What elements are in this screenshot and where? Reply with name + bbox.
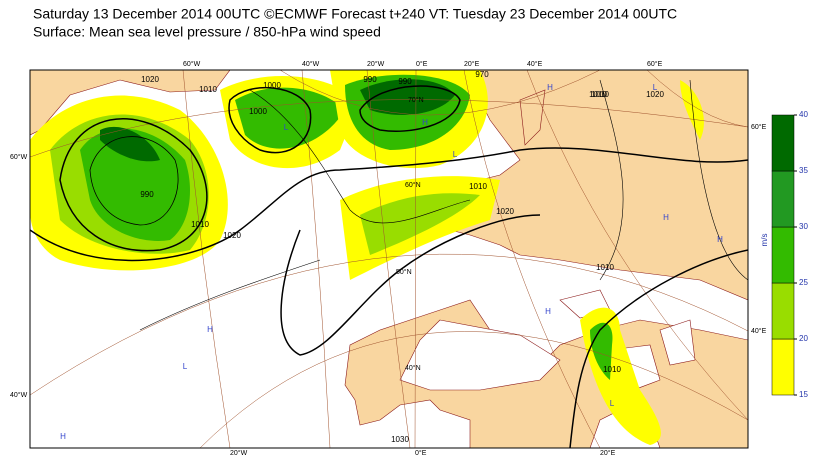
- isobar-label: 1010: [596, 263, 614, 272]
- isobar-label: 1010: [199, 85, 217, 94]
- pressure-center: H: [663, 213, 669, 222]
- isobar-label: 1020: [223, 231, 241, 240]
- isobar-label: 1010: [469, 182, 487, 191]
- pressure-center: H: [545, 307, 551, 316]
- colorbar-band: [771, 114, 795, 172]
- colorbar-band: [771, 226, 795, 284]
- colorbar-label: 35: [799, 166, 808, 175]
- pressure-center: L: [453, 150, 458, 159]
- grid-label: 40°W: [10, 391, 28, 399]
- isobar-label: 1020: [141, 75, 159, 84]
- colorbar-label: 25: [799, 278, 808, 287]
- isobar-label: 990: [363, 75, 377, 84]
- pressure-center: H: [60, 432, 66, 441]
- grid-label: 20°W: [230, 449, 248, 457]
- pressure-center: L: [284, 123, 289, 132]
- title: Saturday 13 December 2014 00UTC ©ECMWF F…: [33, 6, 677, 22]
- grid-label: 20°W: [367, 60, 385, 68]
- colorbar-label: 20: [799, 334, 808, 343]
- colorbar-band: [771, 170, 795, 228]
- pressure-center: H: [422, 118, 428, 127]
- pressure-center: L: [183, 362, 188, 371]
- subtitle: Surface: Mean sea level pressure / 850-h…: [33, 24, 381, 40]
- grid-label: 0°E: [416, 60, 428, 68]
- grid-label: 60°E: [751, 123, 767, 131]
- isobar-label: 1010: [589, 90, 607, 99]
- isobar-label: 1010: [603, 365, 621, 374]
- map-frame: [29, 69, 749, 449]
- graticule: [30, 70, 748, 448]
- pressure-center: H: [717, 235, 723, 244]
- isobars: [30, 79, 748, 448]
- isobar-label: 1010: [191, 220, 209, 229]
- grid-label: 60°W: [183, 60, 201, 68]
- colorbar-band: [771, 338, 795, 396]
- pressure-center: L: [610, 399, 615, 408]
- grid-label: 60°N: [405, 181, 421, 189]
- map-area: [30, 70, 748, 448]
- isobar-label: 990: [140, 190, 154, 199]
- grid-label: 20°E: [464, 60, 480, 68]
- grid-label: 60°W: [10, 153, 28, 161]
- colorbar-band: [771, 282, 795, 340]
- pressure-center: H: [207, 325, 213, 334]
- isobar-label: 990: [398, 77, 412, 86]
- grid-label: 40°N: [405, 364, 421, 372]
- isobar-label: 1000: [249, 107, 267, 116]
- isobar-label: 1010: [591, 90, 609, 99]
- grid-label: 50°N: [396, 268, 412, 276]
- pressure-center: L: [653, 83, 658, 92]
- grid-label: 60°E: [647, 60, 663, 68]
- isobar-label: 970: [475, 70, 489, 79]
- colorbar-label: 40: [799, 110, 808, 119]
- grid-label: 40°E: [751, 327, 767, 335]
- colorbar-label: 15: [799, 390, 808, 399]
- grid-label: 40°E: [527, 60, 543, 68]
- isobar-label: 1030: [391, 435, 409, 444]
- grid-label: 70°N: [408, 96, 424, 104]
- colorbar-label: 30: [799, 222, 808, 231]
- isobar-label: 1000: [263, 81, 281, 90]
- isobar-label: 1020: [646, 90, 664, 99]
- grid-label: 40°W: [302, 60, 320, 68]
- colorbar-unit: m/s: [760, 234, 769, 247]
- isobar-label: 1020: [496, 207, 514, 216]
- pressure-center: H: [547, 83, 553, 92]
- grid-label: 0°E: [415, 449, 427, 457]
- grid-label: 20°E: [600, 449, 616, 457]
